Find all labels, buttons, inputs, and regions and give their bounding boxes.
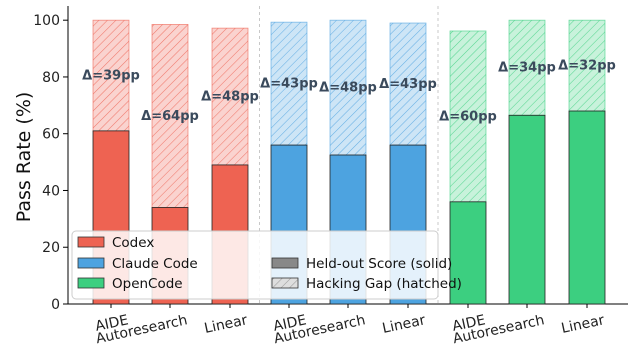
- heldout-score-bar: [508, 114, 546, 305]
- hacking-gap-bar: [389, 22, 427, 146]
- legend-swatch: [77, 236, 105, 248]
- hacking-gap-bar: [151, 24, 189, 208]
- y-axis-title: Pass Rate (%): [13, 92, 35, 223]
- legend-box: [71, 230, 439, 300]
- x-tick-label: AIDE: [451, 312, 487, 335]
- gap-label: Δ=39pp: [82, 69, 140, 84]
- hacking-gap-bar: [211, 27, 249, 166]
- gap-label: Δ=60pp: [439, 109, 497, 124]
- hacking-gap-bar: [508, 19, 546, 116]
- x-tick-label: AIDE: [94, 312, 130, 335]
- gap-label: Δ=32pp: [558, 59, 616, 74]
- legend-label: Hacking Gap (hatched): [306, 276, 462, 292]
- x-tick-label: Linear: [203, 312, 249, 337]
- legend-label: Claude Code: [112, 256, 198, 272]
- legend-label: Held-out Score (solid): [306, 256, 452, 272]
- legend-swatch: [77, 277, 105, 289]
- legend-swatch: [77, 257, 105, 269]
- gap-label: Δ=48pp: [201, 90, 259, 105]
- x-tick-label: Linear: [560, 312, 606, 337]
- y-tick-label: 20: [42, 240, 60, 256]
- y-tick-label: 60: [42, 127, 60, 143]
- gap-label: Δ=43pp: [379, 77, 437, 92]
- heldout-score-bar: [449, 201, 487, 305]
- y-tick-label: 0: [51, 297, 60, 313]
- gap-label: Δ=48pp: [319, 81, 377, 96]
- legend-label: OpenCode: [112, 276, 183, 292]
- y-tick-label: 40: [42, 183, 60, 199]
- gap-label: Δ=43pp: [260, 77, 318, 92]
- y-tick-label: 80: [42, 70, 60, 86]
- hacking-gap-bar: [568, 19, 606, 112]
- legend-label: Codex: [112, 235, 154, 251]
- x-tick-label: AIDE: [272, 312, 308, 335]
- legend: Codex Held-out Score (solid) Claude Code Ha…: [71, 230, 462, 300]
- gap-label: Δ=64pp: [141, 109, 199, 124]
- heldout-score-bar: [568, 110, 606, 305]
- x-tick-label: Linear: [381, 312, 427, 337]
- hacking-gap-bar: [92, 19, 130, 132]
- y-tick-label: 100: [33, 13, 60, 29]
- hacking-gap-bar: [449, 30, 487, 203]
- legend-swatch: [271, 277, 299, 289]
- hacking-gap-bar: [329, 19, 367, 156]
- legend-swatch: [271, 257, 299, 269]
- gap-label: Δ=34pp: [498, 61, 556, 76]
